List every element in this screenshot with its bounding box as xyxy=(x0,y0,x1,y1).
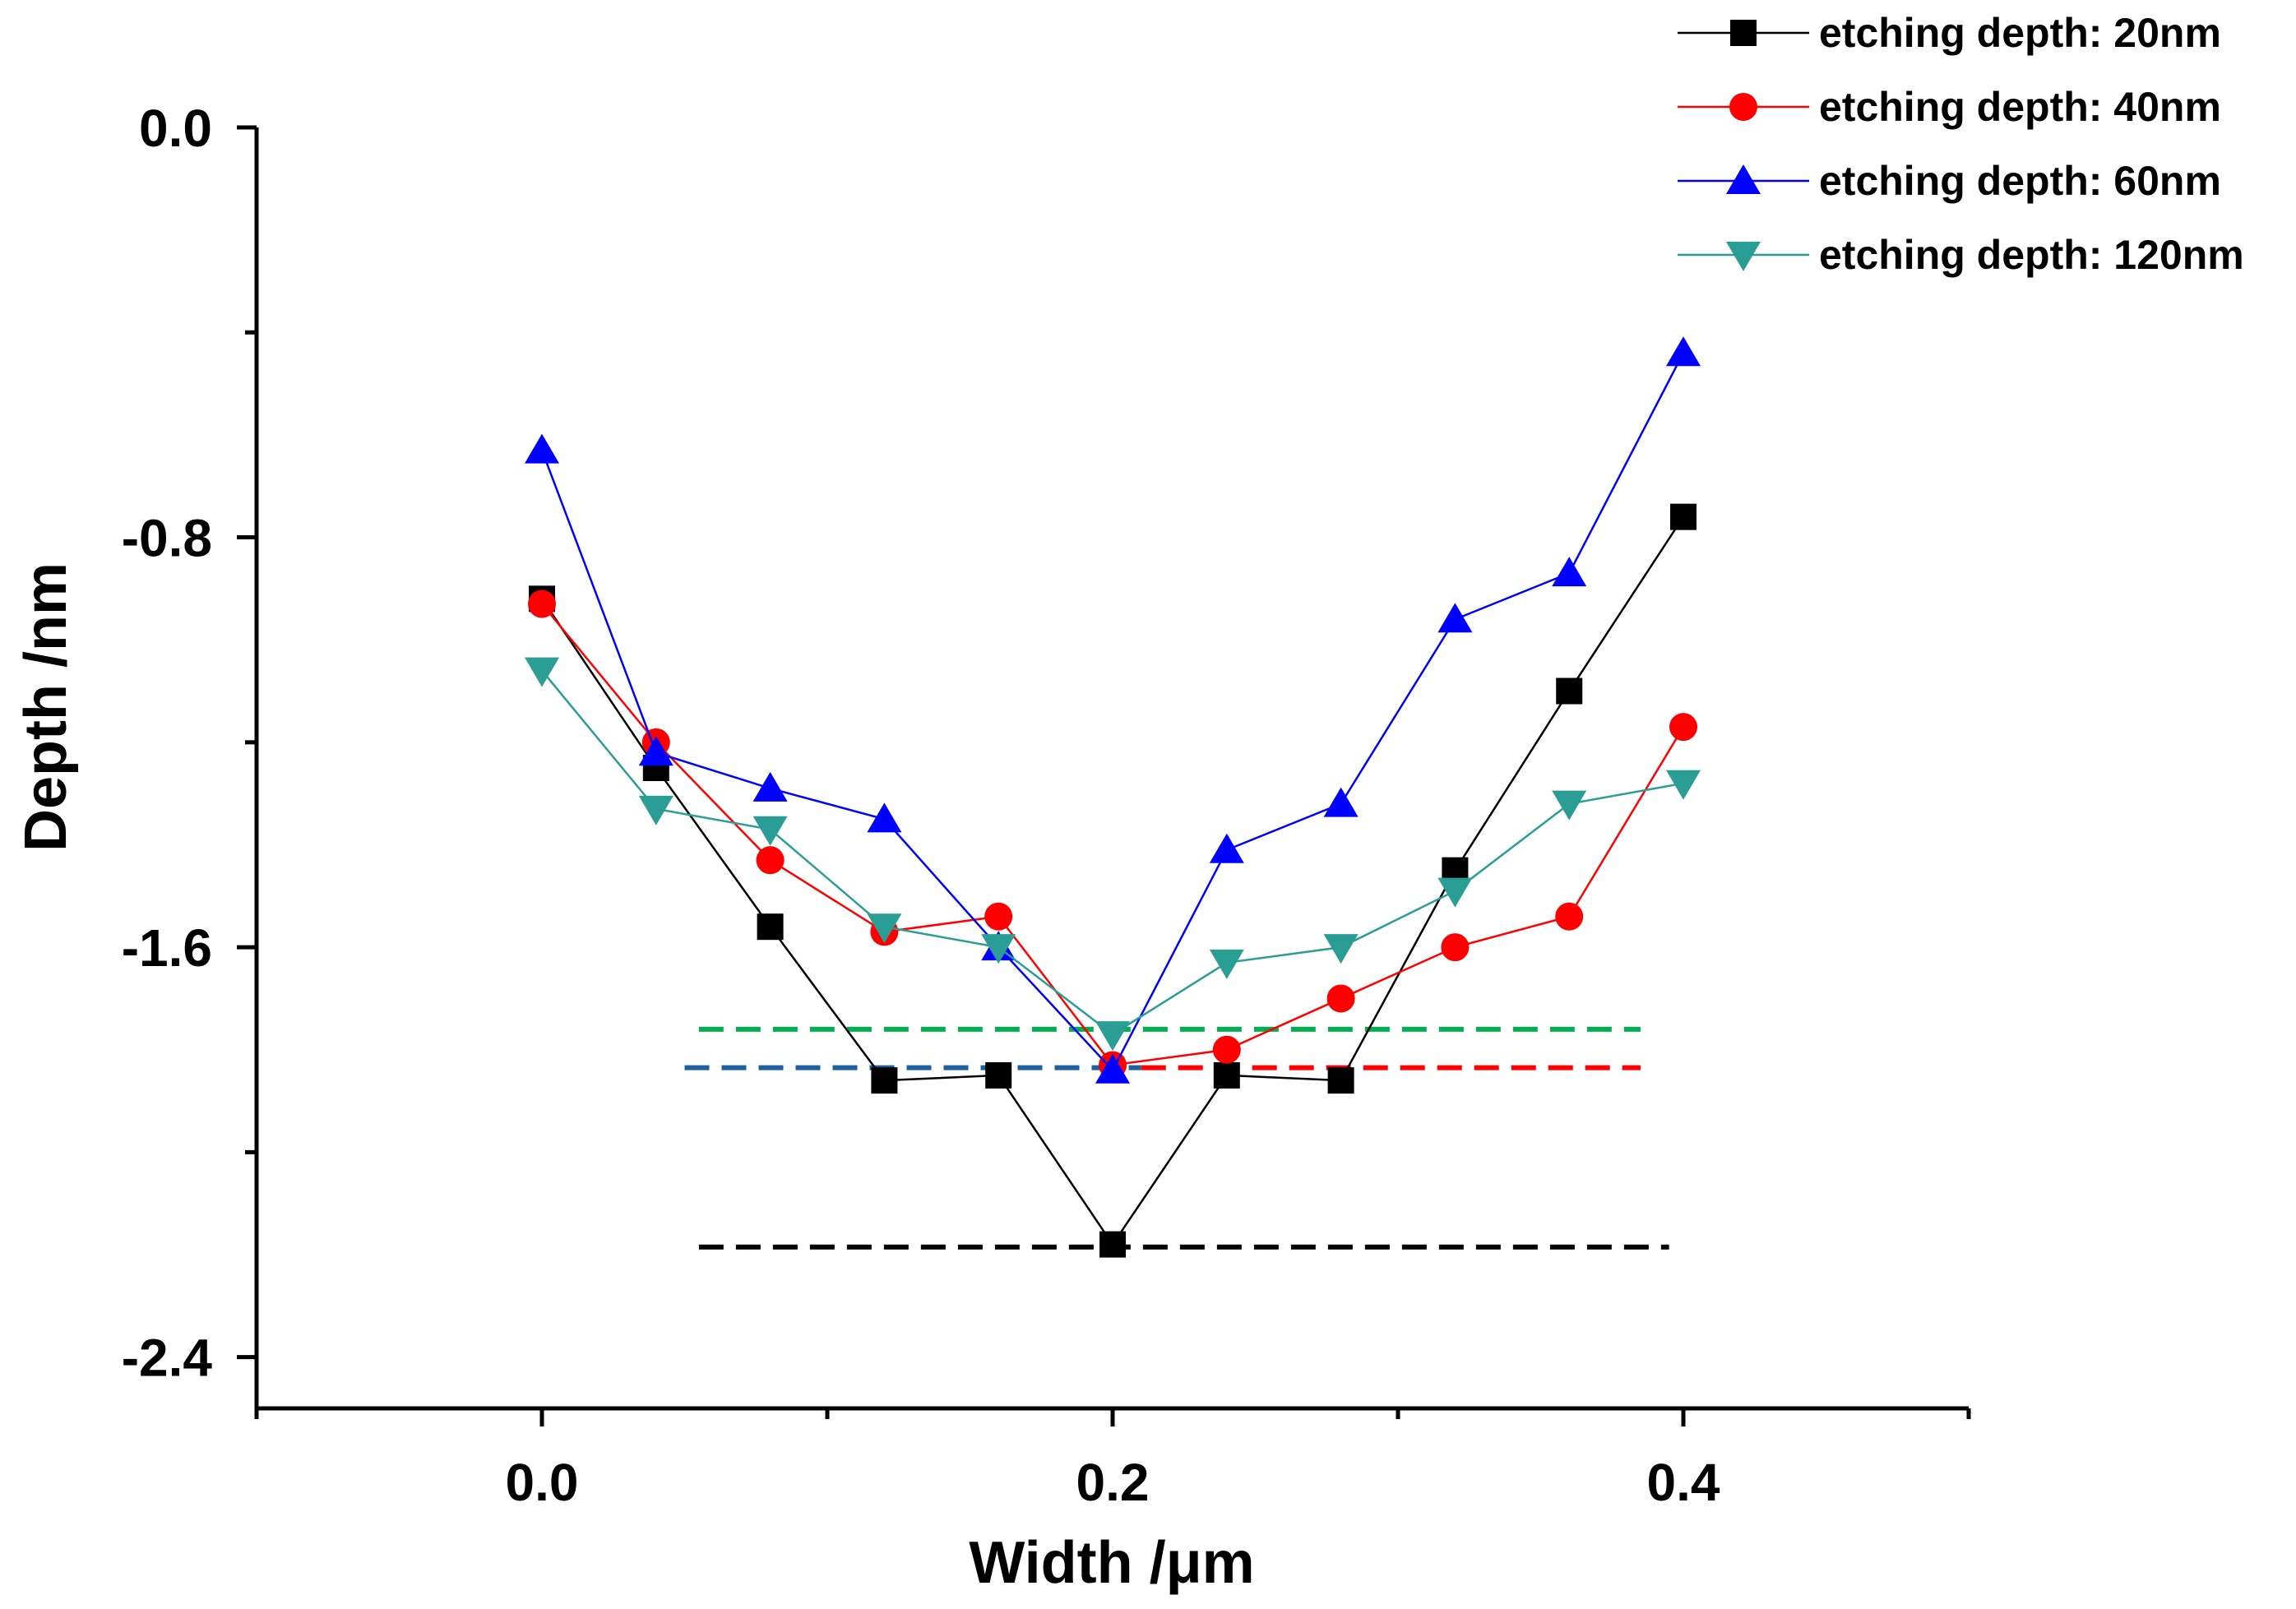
data-point xyxy=(1669,713,1697,742)
y-tick-label: -0.8 xyxy=(122,509,212,568)
data-point xyxy=(867,913,902,944)
series-4 xyxy=(525,657,1701,1052)
data-point xyxy=(867,802,902,833)
data-point xyxy=(752,816,788,846)
data-point xyxy=(985,1061,1012,1089)
series-1 xyxy=(529,503,1697,1258)
data-point xyxy=(1213,1061,1240,1089)
series-line xyxy=(540,352,1685,1072)
series-3 xyxy=(525,336,1701,1084)
data-point xyxy=(528,590,556,618)
data-point xyxy=(871,1067,898,1094)
axes xyxy=(254,127,1969,1411)
data-point xyxy=(984,902,1013,931)
y-axis-title: Depth /nm xyxy=(13,562,79,852)
series-line xyxy=(541,603,1685,1066)
legend-label: etching depth: 60nm xyxy=(1819,158,2221,204)
legend-marker xyxy=(1726,164,1761,194)
y-tick-label: -2.4 xyxy=(122,1329,213,1388)
y-tick-label: 0.0 xyxy=(139,99,212,158)
data-point xyxy=(1552,557,1587,587)
legend-label: etching depth: 20nm xyxy=(1819,10,2221,56)
data-point xyxy=(1437,877,1473,908)
reference-lines xyxy=(684,1026,1669,1250)
data-point xyxy=(752,771,788,802)
x-tick-label: 0.0 xyxy=(506,1453,579,1512)
data-point xyxy=(638,795,674,825)
x-tick-label: 0.2 xyxy=(1076,1453,1150,1512)
y-tick-label: -1.6 xyxy=(122,918,212,978)
x-tick-label: 0.4 xyxy=(1647,1453,1720,1512)
ticks: 0.0 0.2 0.4 0.0 -0.8 -1.6 -2.4 xyxy=(122,99,1971,1512)
data-point xyxy=(1209,949,1244,979)
data-point xyxy=(525,657,559,687)
data-point xyxy=(1095,1053,1130,1084)
data-point xyxy=(1555,902,1584,931)
x-axis-title: Width /μm xyxy=(969,1530,1254,1596)
data-point xyxy=(1437,603,1473,633)
series-line xyxy=(540,516,1685,1246)
data-point xyxy=(757,913,784,941)
data-point xyxy=(1556,677,1583,705)
legend-label: etching depth: 120nm xyxy=(1819,232,2244,278)
series-line xyxy=(541,669,1684,1036)
legend-marker xyxy=(1729,93,1757,121)
data-point xyxy=(1666,770,1701,800)
data-point xyxy=(1441,933,1470,962)
series-layer xyxy=(525,336,1701,1258)
data-point xyxy=(1666,336,1701,367)
legend-item-3: etching depth: 60nm xyxy=(1678,158,2221,204)
legend-marker xyxy=(1730,20,1757,46)
data-point xyxy=(981,934,1016,964)
data-point xyxy=(1327,1067,1354,1094)
legend-item-2: etching depth: 40nm xyxy=(1678,84,2221,130)
data-point xyxy=(1323,787,1359,817)
legend-item-4: etching depth: 120nm xyxy=(1678,232,2244,278)
data-point xyxy=(756,846,785,875)
legend: etching depth: 20nm etching depth: 40nm et… xyxy=(1678,10,2244,278)
data-point xyxy=(1095,1021,1130,1052)
data-point xyxy=(1212,1035,1241,1064)
data-point xyxy=(1323,934,1359,964)
data-point xyxy=(1670,503,1697,530)
legend-label: etching depth: 40nm xyxy=(1819,84,2221,130)
data-point xyxy=(1326,984,1355,1013)
data-point xyxy=(1099,1231,1126,1258)
data-point xyxy=(1552,790,1587,821)
legend-marker xyxy=(1726,242,1761,271)
data-point xyxy=(525,433,559,464)
legend-item-1: etching depth: 20nm xyxy=(1678,10,2221,56)
data-point xyxy=(1209,833,1244,863)
data-point xyxy=(638,736,674,766)
